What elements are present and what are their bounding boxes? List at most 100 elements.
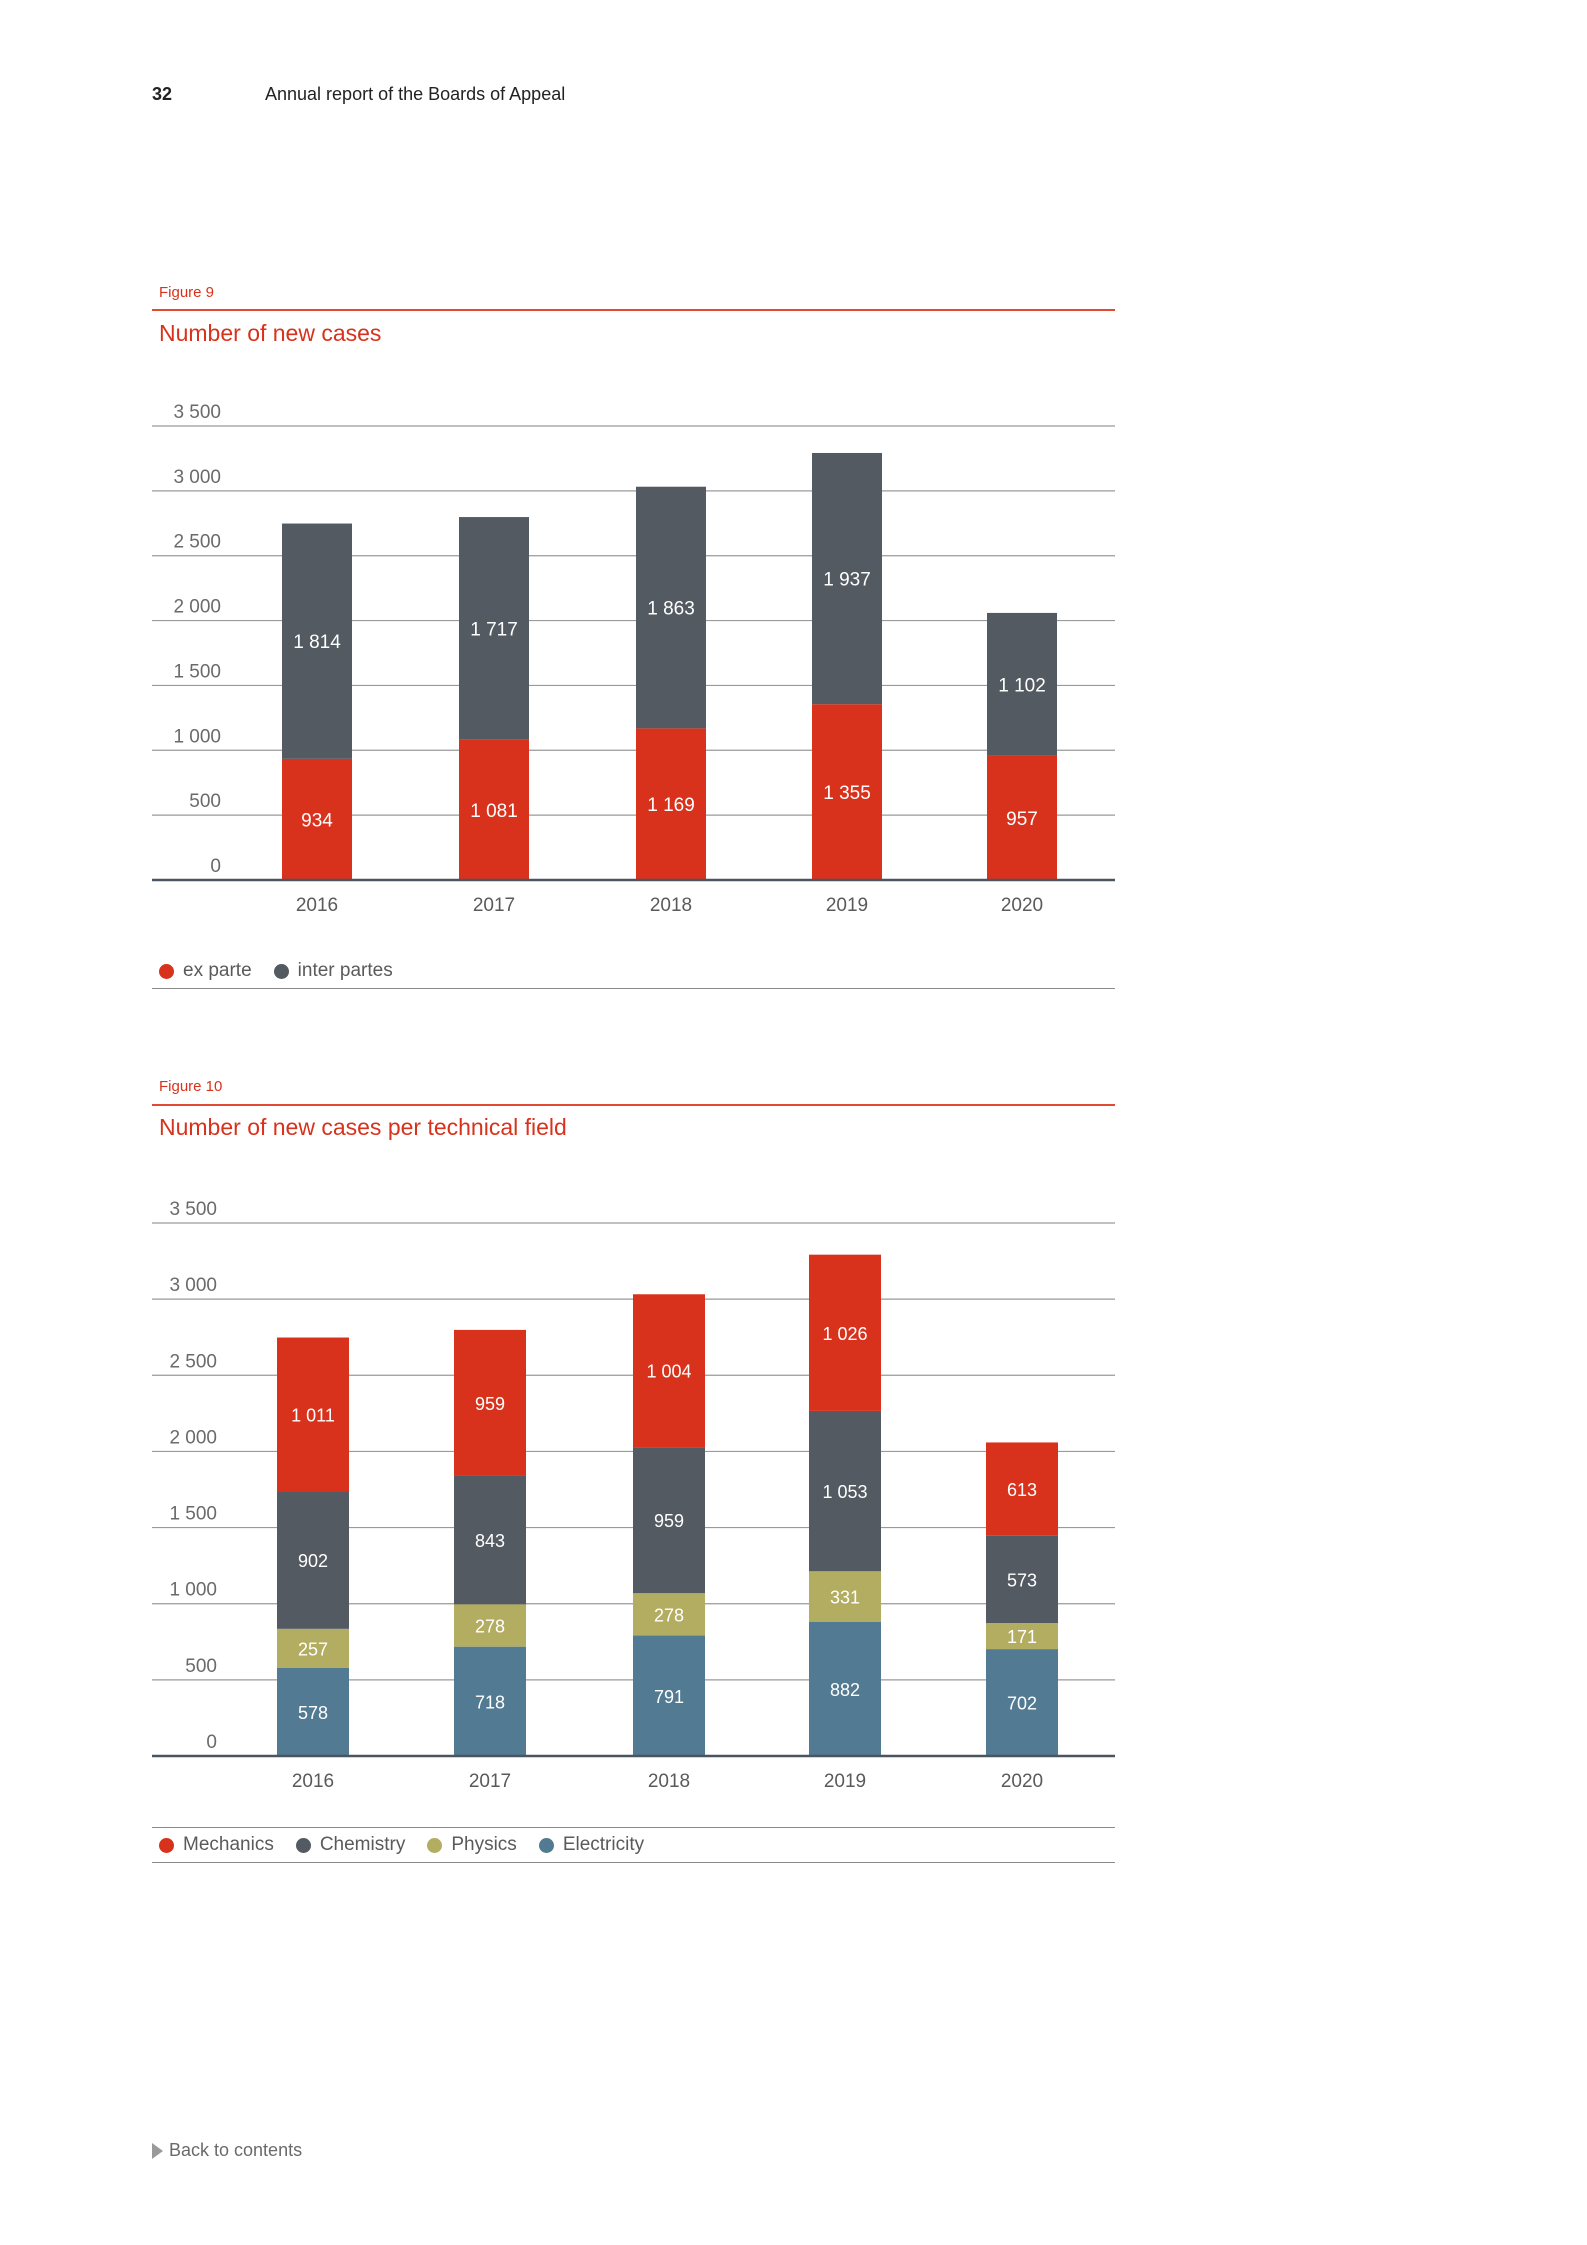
fig10-bar-chemistry-2017 — [454, 1475, 526, 1605]
fig9-xtick-label: 2016 — [296, 895, 338, 916]
back-to-contents-label: Back to contents — [169, 2140, 303, 2160]
fig9-bar-inter-partes-2020 — [987, 612, 1057, 756]
fig9-legend-label: inter partes — [297, 960, 393, 981]
fig10-bar-mechanics-2019 — [809, 1254, 881, 1411]
fig9-data-label: 1 169 — [647, 795, 695, 816]
fig10-data-label: 959 — [475, 1394, 505, 1414]
fig9-ytick-label: 2 000 — [173, 597, 221, 618]
fig9-ytick-label: 0 — [210, 856, 221, 877]
fig9-bar-ex-parte-2019 — [812, 704, 882, 880]
fig10-legend-item: Mechanics — [159, 1834, 274, 1856]
fig9-data-label: 1 717 — [470, 619, 518, 640]
fig10-bar-chemistry-2019 — [809, 1410, 881, 1572]
fig10-data-label: 718 — [475, 1692, 505, 1712]
fig10-bar-chemistry-2020 — [986, 1535, 1058, 1624]
fig9-bar-inter-partes-2017 — [459, 517, 529, 740]
fig10-data-label: 331 — [830, 1587, 860, 1607]
fig10-data-label: 791 — [654, 1687, 684, 1707]
figure10-rule — [152, 1104, 1115, 1106]
fig9-ytick-label: 3 500 — [173, 402, 221, 423]
fig10-xtick-label: 2019 — [824, 1771, 866, 1792]
fig10-legend-item: Physics — [427, 1834, 517, 1856]
fig10-xtick-label: 2020 — [1001, 1771, 1043, 1792]
fig10-bar-physics-2016 — [277, 1628, 349, 1668]
fig10-bar-physics-2018 — [633, 1593, 705, 1636]
fig10-legend-label: Mechanics — [183, 1834, 274, 1855]
fig10-xtick-label: 2016 — [292, 1771, 334, 1792]
report-title: Annual report of the Boards of Appeal — [265, 84, 566, 104]
fig9-bar-ex-parte-2020 — [987, 755, 1057, 880]
fig10-legend-label: Electricity — [562, 1834, 645, 1855]
fig10-bar-physics-2020 — [986, 1623, 1058, 1650]
fig9-data-label: 1 814 — [293, 632, 341, 653]
fig9-data-label: 1 102 — [998, 675, 1046, 696]
fig9-ytick-label: 3 000 — [173, 467, 221, 488]
fig10-ytick-label: 2 000 — [169, 1427, 217, 1448]
fig9-legend-item: inter partes — [273, 960, 393, 982]
fig9-bar-ex-parte-2018 — [636, 728, 706, 880]
fig10-data-label: 257 — [298, 1639, 328, 1659]
fig10-bar-electricity-2017 — [454, 1646, 526, 1756]
figure9-chart: 0 500 1 000 1 500 2 000 2 500 3 000 3 500 934 1 8… — [152, 402, 1115, 916]
fig9-bar-ex-parte-2017 — [459, 739, 529, 880]
fig10-ytick-label: 2 500 — [169, 1351, 217, 1372]
fig9-data-label: 1 863 — [647, 599, 695, 620]
figure10-title: Number of new cases per technical field — [159, 1114, 567, 1140]
fig9-ytick-label: 500 — [189, 791, 221, 812]
figure9-label: Figure 9 — [159, 284, 215, 301]
fig10-bar-electricity-2018 — [633, 1635, 705, 1756]
fig10-data-label: 902 — [298, 1551, 328, 1571]
fig10-legend-label: Chemistry — [319, 1834, 406, 1855]
figure10-legend: Mechanics Chemistry Physics Electricity — [152, 1827, 1115, 1863]
figure9-legend: ex parte inter partes — [152, 954, 1115, 989]
fig10-legend-item: Electricity — [538, 1834, 645, 1856]
fig9-data-label: 1 081 — [470, 801, 518, 822]
fig10-data-label: 882 — [830, 1680, 860, 1700]
fig10-ytick-label: 1 500 — [169, 1504, 217, 1525]
fig10-data-label: 171 — [1007, 1627, 1037, 1647]
fig9-data-label: 1 355 — [823, 783, 871, 804]
fig10-data-label: 578 — [298, 1703, 328, 1723]
circle-icon — [159, 1837, 174, 1853]
fig9-xtick-label: 2020 — [1001, 895, 1043, 916]
page-number: 32 — [152, 84, 173, 104]
fig9-ytick-label: 2 500 — [173, 532, 221, 553]
fig10-legend-label: Physics — [451, 1834, 517, 1855]
fig9-data-label: 934 — [301, 810, 333, 831]
fig9-ytick-label: 1 000 — [173, 726, 221, 747]
fig10-data-label: 1 026 — [822, 1324, 867, 1344]
triangle-right-icon — [152, 2142, 163, 2159]
back-to-contents-link[interactable]: Back to contents — [152, 2140, 302, 2161]
fig10-bar-electricity-2016 — [277, 1667, 349, 1756]
fig10-bar-electricity-2020 — [986, 1649, 1058, 1756]
fig10-ytick-label: 500 — [185, 1656, 217, 1677]
fig10-bar-mechanics-2017 — [454, 1329, 526, 1476]
fig9-xtick-label: 2018 — [650, 895, 692, 916]
fig9-xtick-label: 2019 — [826, 895, 868, 916]
fig10-bar-physics-2017 — [454, 1604, 526, 1647]
fig9-bar-ex-parte-2016 — [282, 758, 352, 880]
fig10-data-label: 573 — [1007, 1570, 1037, 1590]
fig9-bar-inter-partes-2019 — [812, 452, 882, 705]
circle-icon — [427, 1837, 443, 1853]
fig9-xtick-label: 2017 — [473, 895, 515, 916]
figure10-label: Figure 10 — [159, 1078, 223, 1095]
fig10-bar-mechanics-2020 — [986, 1442, 1058, 1536]
fig10-data-label: 702 — [1007, 1694, 1037, 1714]
fig10-legend-item: Chemistry — [295, 1834, 406, 1856]
fig9-legend-item: ex parte — [159, 960, 252, 982]
circle-icon — [295, 1837, 311, 1853]
fig10-xtick-label: 2017 — [469, 1771, 511, 1792]
fig10-data-label: 1 004 — [646, 1362, 691, 1382]
fig10-data-label: 843 — [475, 1531, 505, 1551]
fig10-bar-chemistry-2016 — [277, 1491, 349, 1629]
fig10-ytick-label: 3 500 — [169, 1199, 217, 1220]
fig10-bar-chemistry-2018 — [633, 1447, 705, 1594]
circle-icon — [159, 963, 174, 979]
fig9-data-label: 1 937 — [823, 570, 871, 591]
fig10-data-label: 278 — [654, 1605, 684, 1625]
fig9-legend-label: ex parte — [183, 960, 252, 981]
fig10-ytick-label: 0 — [206, 1732, 217, 1753]
circle-icon — [273, 963, 289, 979]
figure10-chart: 0 500 1 000 1 500 2 000 2 500 3 000 3 500 578 257… — [152, 1199, 1115, 1792]
